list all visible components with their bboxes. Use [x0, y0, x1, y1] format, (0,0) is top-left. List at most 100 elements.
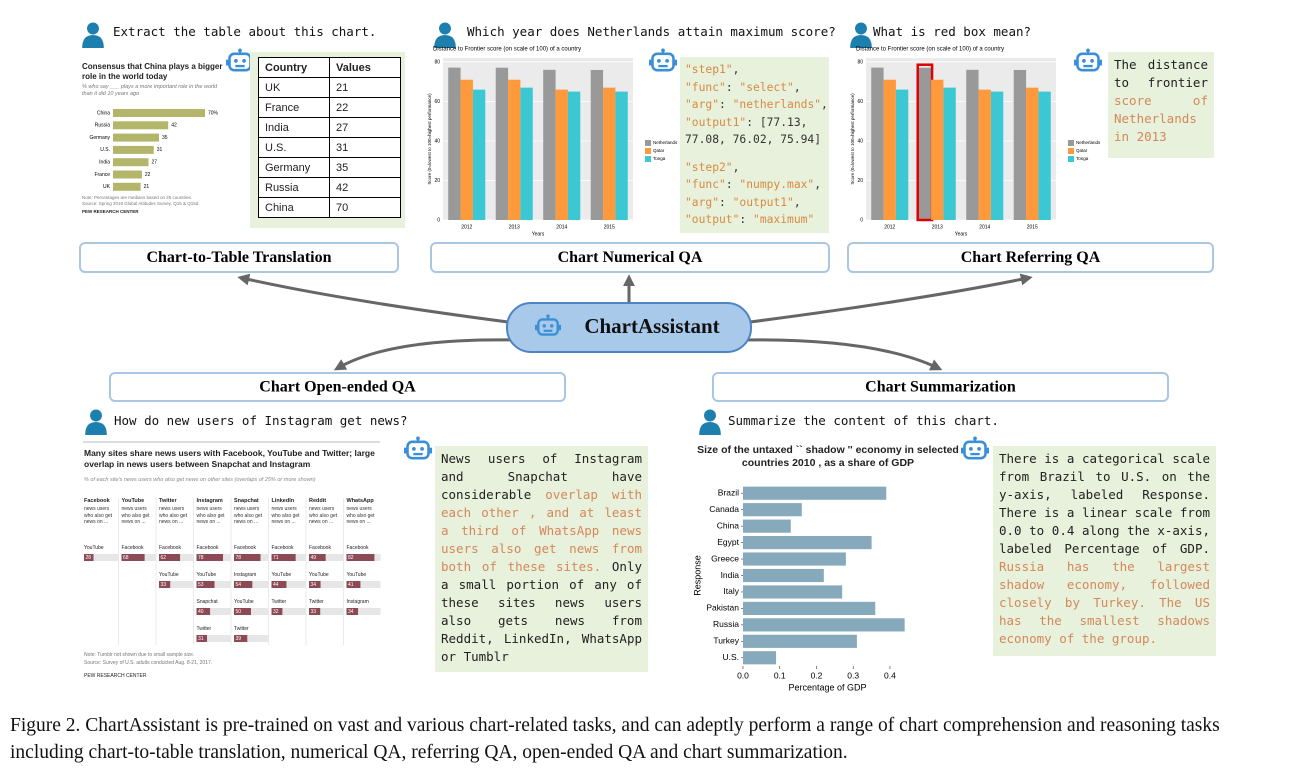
bar [196, 581, 215, 588]
user-icon [85, 409, 107, 435]
y-tick-label: 20 [434, 178, 440, 184]
y-tick-label: 0 [860, 217, 863, 223]
entry-label: Facebook [159, 545, 181, 551]
y-tick-label: U.S. [722, 652, 739, 662]
y-tick-label: Russia [713, 619, 739, 629]
question: What is red box mean? [873, 24, 1032, 39]
entry-label: Twitter [271, 599, 287, 605]
column-subtitle: news users who also get news on ... [346, 506, 375, 525]
question: Summarize the content of this chart. [728, 413, 999, 428]
y-tick-label: 40 [434, 138, 440, 144]
table-cell: Russia [258, 177, 330, 198]
bar [615, 91, 628, 221]
table-row: India 27 [258, 117, 401, 138]
robot-icon [961, 436, 989, 460]
bar [743, 552, 846, 566]
value-label: 31 [157, 147, 163, 153]
chart-subtitle: % who say ___ plays a more important rol… [82, 84, 218, 97]
code-block: "step2", "func": "numpy.max", "arg": "outp… [685, 159, 824, 229]
table-cell: 21 [329, 77, 401, 98]
column-header: Snapchat [234, 498, 259, 504]
legend-label: Netherlands [1076, 140, 1101, 145]
answer-text: The distance to frontier [1114, 57, 1208, 90]
bar [743, 503, 802, 517]
y-tick-label: Turkey [713, 636, 739, 646]
x-tick-label: 0.1 [774, 670, 786, 680]
bar [271, 608, 283, 615]
value-label: 22 [145, 172, 151, 178]
table-cell: Germany [258, 157, 330, 178]
bar [743, 651, 777, 665]
x-tick-label: 0.2 [811, 670, 823, 680]
x-tick-label: 0.3 [847, 670, 859, 680]
entry-label: YouTube [346, 572, 367, 578]
entry-label: Facebook [271, 545, 294, 551]
y-tick-label: 20 [857, 178, 863, 184]
entry-label: Twitter [234, 626, 249, 632]
bar [234, 554, 261, 561]
column-subtitle: news users who also get news on ... [196, 506, 225, 525]
value-label: 35 [162, 135, 168, 141]
user-icon [699, 409, 721, 435]
y-tick-label: France [94, 172, 110, 178]
value-label: 78 [198, 555, 204, 561]
bar [159, 554, 181, 561]
bar [743, 568, 824, 583]
bar [966, 69, 979, 220]
answer-text: Only a small portion of any of these sit… [441, 559, 642, 664]
bar-track [271, 608, 306, 615]
table-cell: 42 [329, 177, 401, 198]
legend-label: Tonga [653, 156, 666, 161]
chart-title: Many sites share news users with Faceboo… [84, 448, 375, 469]
answer-box: The distance to frontier score of Nether… [1108, 52, 1214, 158]
y-tick-label: Brazil [718, 487, 739, 497]
y-tick-label: India [721, 570, 740, 580]
bar [590, 69, 604, 220]
code-box: "step1", "func": "select", "arg": "netherl… [680, 57, 829, 233]
bar-track [346, 581, 381, 588]
header-cell: Values [329, 57, 401, 78]
table-row: UK 21 [258, 77, 401, 98]
answer-text: There is a categorical scale from Brazil… [999, 451, 1210, 556]
bar [196, 635, 208, 642]
chart-credit: PEW RESEARCH CENTER [84, 673, 147, 679]
bar [113, 133, 159, 142]
bar-track [309, 581, 343, 588]
bar [113, 145, 154, 154]
answer-text: News users of Instagram and Snapchat hav… [441, 451, 642, 502]
bar [346, 554, 375, 561]
y-tick-label: Pakistan [706, 603, 739, 613]
entry-label: YouTube [309, 572, 329, 578]
column-header: Facebook [84, 498, 110, 504]
chart-title: Size of the untaxed `` shadow '' economy… [697, 444, 959, 469]
bar [543, 69, 556, 220]
x-tick-label: 2012 [884, 224, 895, 230]
value-label: 34 [311, 582, 317, 588]
question: Extract the table about this chart. [113, 24, 377, 39]
bar [895, 89, 909, 220]
bar [743, 519, 791, 533]
y-tick-label: Germany [89, 135, 110, 141]
table-cell: 70 [329, 197, 401, 218]
task-box [847, 242, 1214, 273]
y-tick-label: India [99, 160, 110, 166]
table-cell: U.S. [258, 137, 330, 158]
bar-track [196, 608, 231, 615]
legend-label: Qatar [653, 148, 665, 153]
bar [196, 608, 211, 615]
chart-credit: PEW RESEARCH CENTER [82, 209, 139, 214]
task-box [430, 242, 830, 273]
x-tick-label: 2015 [604, 224, 615, 230]
value-label: 53 [198, 582, 204, 588]
table-cell: UK [258, 77, 330, 98]
bar [460, 79, 473, 220]
entry-label: Facebook [234, 545, 256, 551]
entry-label: Instagram [346, 599, 369, 605]
bar [159, 581, 171, 588]
entry-label: Snapchat [196, 599, 218, 605]
y-axis-label: Score (0=lowest to 100=highest performan… [850, 93, 855, 185]
column-subtitle: news users who also get news on ... [309, 506, 338, 525]
bar [113, 170, 142, 179]
code-line: "func": "select", [685, 80, 801, 94]
robot-icon [649, 48, 677, 72]
